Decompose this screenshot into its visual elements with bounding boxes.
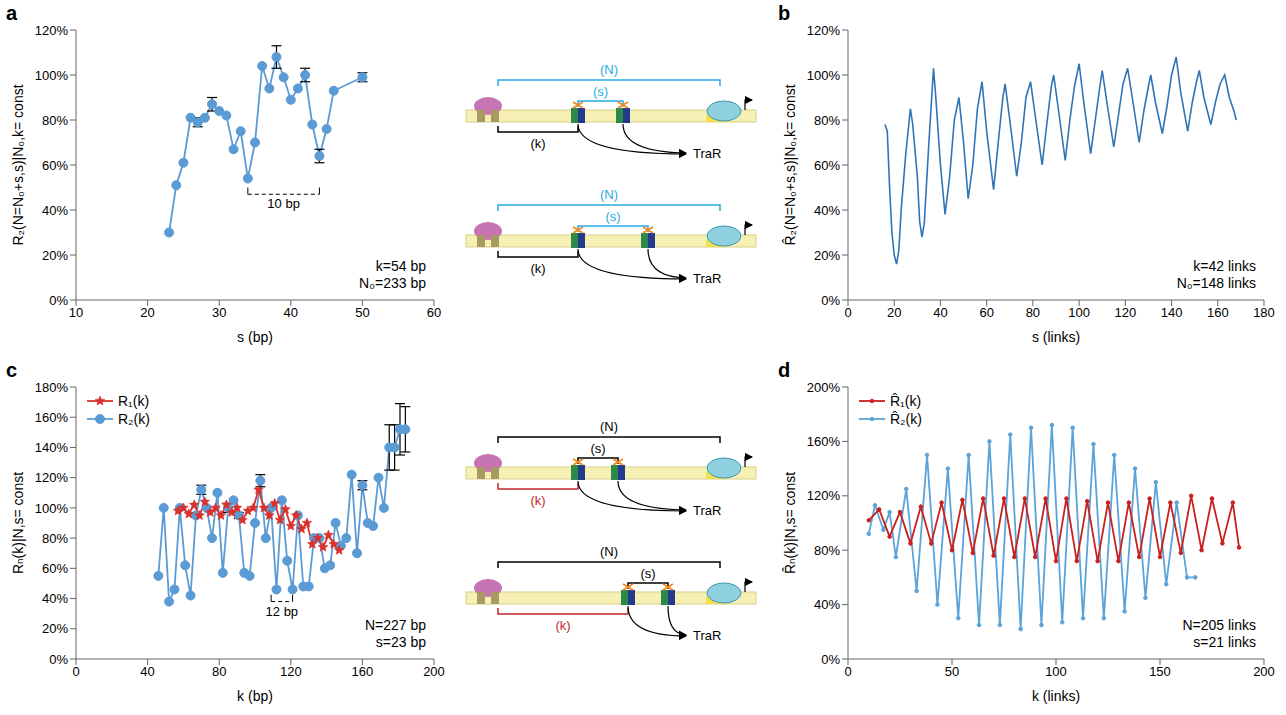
svg-text:TraR: TraR	[693, 271, 721, 286]
html-text:N=227 bp: N=227 bp	[364, 617, 426, 633]
svg-text:(N): (N)	[600, 419, 618, 434]
svg-text:s (bp): s (bp)	[237, 329, 273, 345]
svg-text:40: 40	[933, 305, 947, 320]
svg-text:TraR: TraR	[693, 628, 721, 643]
svg-text:200: 200	[423, 664, 445, 679]
html-text:c: c	[6, 359, 18, 381]
svg-text:Rₙ(k)|N,s= const: Rₙ(k)|N,s= const	[10, 472, 26, 574]
html-text:N₀=233 bp: N₀=233 bp	[359, 275, 426, 291]
svg-text:40%: 40%	[814, 203, 840, 218]
svg-text:60%: 60%	[42, 561, 68, 576]
svg-text:0%: 0%	[821, 293, 840, 308]
svg-text:160: 160	[1207, 305, 1229, 320]
svg-text:s (links): s (links)	[1032, 329, 1080, 345]
html-text:N=205 links: N=205 links	[1182, 617, 1256, 633]
html-text:R̂₂(k): R̂₂(k)	[890, 411, 922, 427]
svg-text:(N): (N)	[600, 187, 618, 202]
svg-text:80%: 80%	[42, 531, 68, 546]
html-text:a: a	[6, 2, 18, 24]
svg-text:(s): (s)	[593, 84, 608, 99]
html-text:s=23 bp: s=23 bp	[375, 634, 426, 650]
svg-text:150: 150	[1149, 664, 1171, 679]
svg-text:60%: 60%	[814, 158, 840, 173]
svg-text:100%: 100%	[35, 501, 69, 516]
svg-text:20%: 20%	[42, 248, 68, 263]
svg-text:140%: 140%	[35, 440, 69, 455]
svg-text:200%: 200%	[807, 380, 841, 395]
svg-text:40%: 40%	[42, 203, 68, 218]
svg-text:100%: 100%	[35, 68, 69, 83]
svg-text:120%: 120%	[35, 23, 69, 38]
svg-text:140: 140	[1161, 305, 1183, 320]
svg-text:(s): (s)	[590, 441, 605, 456]
svg-text:80%: 80%	[814, 113, 840, 128]
svg-text:(k): (k)	[555, 618, 570, 633]
svg-text:160%: 160%	[35, 410, 69, 425]
svg-text:0: 0	[72, 664, 79, 679]
svg-text:0%: 0%	[49, 293, 68, 308]
svg-text:100: 100	[1045, 664, 1067, 679]
svg-text:50: 50	[355, 305, 369, 320]
svg-text:20: 20	[887, 305, 901, 320]
svg-text:120%: 120%	[35, 470, 69, 485]
svg-text:0: 0	[844, 664, 851, 679]
svg-text:0%: 0%	[49, 652, 68, 667]
svg-text:40: 40	[284, 305, 298, 320]
svg-text:(s): (s)	[605, 209, 620, 224]
svg-text:0: 0	[844, 305, 851, 320]
svg-text:60: 60	[979, 305, 993, 320]
html-text:d: d	[778, 359, 791, 381]
html-text:k=54 bp: k=54 bp	[375, 258, 426, 274]
svg-text:120: 120	[1114, 305, 1136, 320]
svg-text:30: 30	[212, 305, 226, 320]
html-text:R₂(k): R₂(k)	[118, 411, 150, 427]
svg-text:100: 100	[1068, 305, 1090, 320]
svg-text:120%: 120%	[807, 23, 841, 38]
svg-text:TraR: TraR	[693, 503, 721, 518]
svg-text:20%: 20%	[42, 621, 68, 636]
svg-text:(N): (N)	[600, 544, 618, 559]
svg-text:180: 180	[1253, 305, 1275, 320]
svg-text:k (links): k (links)	[1032, 688, 1080, 704]
svg-text:10: 10	[69, 305, 83, 320]
svg-text:20: 20	[140, 305, 154, 320]
svg-text:40%: 40%	[814, 597, 840, 612]
svg-text:10 bp: 10 bp	[267, 196, 300, 211]
svg-text:100%: 100%	[807, 68, 841, 83]
html-text:k=42 links: k=42 links	[1193, 258, 1256, 274]
svg-text:60%: 60%	[42, 158, 68, 173]
svg-text:80%: 80%	[42, 113, 68, 128]
html-text:N₀=148 links: N₀=148 links	[1176, 275, 1256, 291]
svg-text:R₂(N=N₀+s,s)|N₀,k= const: R₂(N=N₀+s,s)|N₀,k= const	[10, 84, 26, 245]
svg-text:TraR: TraR	[693, 146, 721, 161]
svg-text:(s): (s)	[640, 566, 655, 581]
svg-text:40: 40	[140, 664, 154, 679]
svg-text:0%: 0%	[821, 652, 840, 667]
svg-text:(k): (k)	[530, 261, 545, 276]
html-text:s=21 links: s=21 links	[1193, 634, 1256, 650]
svg-text:160: 160	[352, 664, 374, 679]
svg-text:k (bp): k (bp)	[237, 688, 273, 704]
html-text:b: b	[778, 2, 791, 24]
svg-text:(k): (k)	[530, 493, 545, 508]
html-text:R̂₁(k): R̂₁(k)	[890, 393, 922, 409]
svg-text:180%: 180%	[35, 380, 69, 395]
svg-text:80%: 80%	[814, 543, 840, 558]
svg-text:160%: 160%	[807, 434, 841, 449]
svg-text:50: 50	[945, 664, 959, 679]
svg-text:200: 200	[1253, 664, 1275, 679]
svg-text:R̂ₙ(k)|N,s= const: R̂ₙ(k)|N,s= const	[782, 472, 798, 574]
svg-text:12 bp: 12 bp	[266, 604, 299, 619]
svg-text:120: 120	[280, 664, 302, 679]
html-text:R₁(k): R₁(k)	[118, 393, 150, 409]
svg-text:80: 80	[212, 664, 226, 679]
svg-text:80: 80	[1026, 305, 1040, 320]
svg-text:R̂₂(N=N₀+s,s)|N₀,k= const: R̂₂(N=N₀+s,s)|N₀,k= const	[782, 84, 798, 245]
svg-text:(k): (k)	[530, 136, 545, 151]
svg-text:60: 60	[427, 305, 441, 320]
svg-text:120%: 120%	[807, 488, 841, 503]
svg-text:(N): (N)	[600, 62, 618, 77]
svg-text:40%: 40%	[42, 591, 68, 606]
svg-text:20%: 20%	[814, 248, 840, 263]
